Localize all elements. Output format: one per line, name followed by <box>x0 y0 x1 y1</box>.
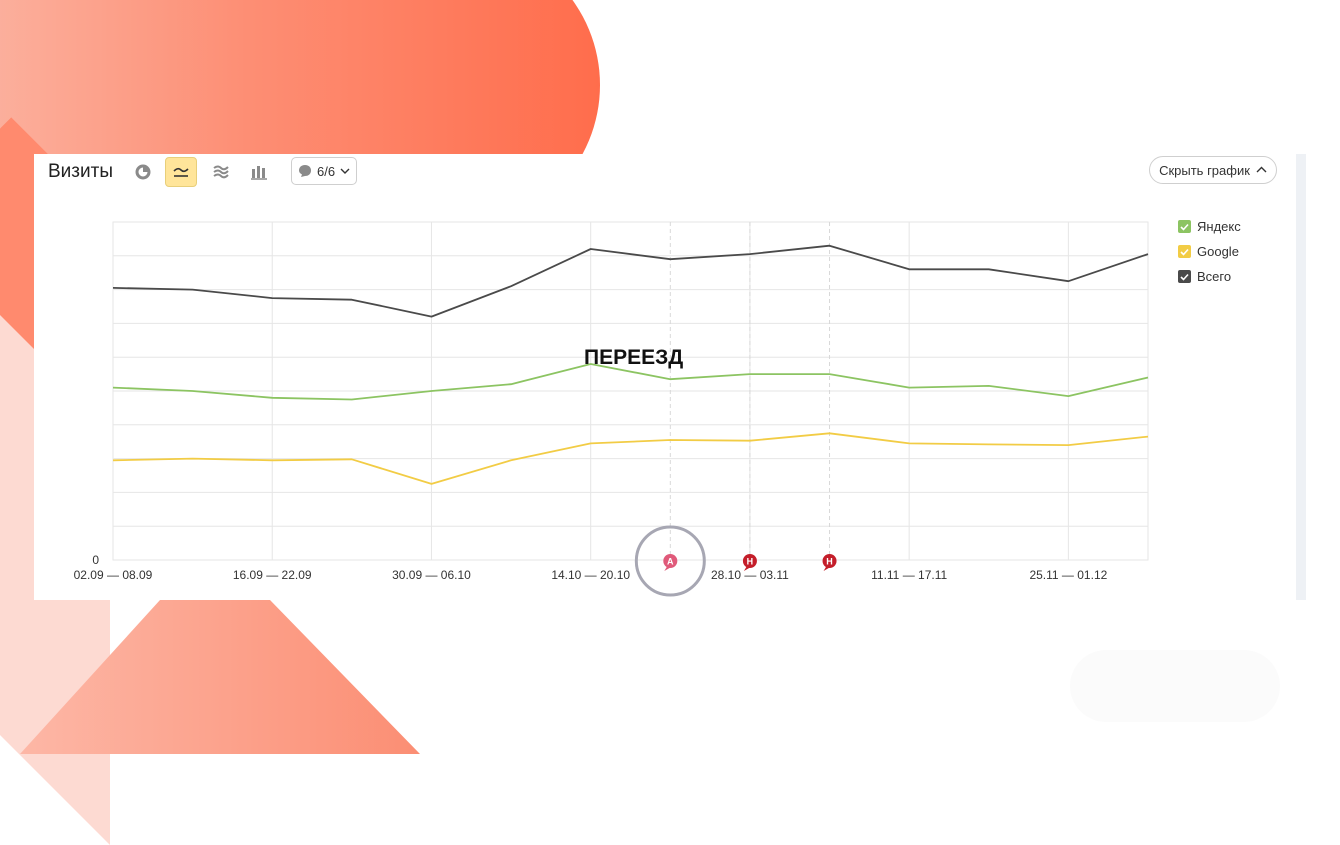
x-tick-label: 14.10 — 20.10 <box>551 568 630 582</box>
legend-label-yandex: Яндекс <box>1197 219 1241 234</box>
data-point <box>191 457 195 461</box>
data-point <box>509 458 513 462</box>
data-point <box>1066 394 1070 398</box>
data-point <box>509 382 513 386</box>
legend-label-total: Всего <box>1197 269 1232 284</box>
data-point <box>111 286 115 290</box>
data-point <box>987 267 991 271</box>
data-point <box>668 257 672 261</box>
data-point <box>987 442 991 446</box>
annotations-counter: 6/6 <box>317 163 336 179</box>
card-scrollbar-track <box>1296 154 1306 600</box>
move-event-marker <box>663 554 678 568</box>
event-marker-letter: Н <box>747 557 754 567</box>
data-point <box>907 386 911 390</box>
data-point <box>1146 252 1150 256</box>
x-tick-label: 30.09 — 06.10 <box>392 568 471 582</box>
data-point <box>1066 443 1070 447</box>
annotations-dropdown[interactable]: 6/6 <box>291 157 357 185</box>
line-chart: 02.09 — 08.09 16.09 — 22.09 30.09 — 06.10 1… <box>74 221 1150 597</box>
data-point <box>111 386 115 390</box>
data-point <box>748 252 752 256</box>
legend-item-yandex[interactable]: Яндекс <box>1178 214 1241 239</box>
data-point <box>589 441 593 445</box>
hide-chart-label: Скрыть график <box>1159 162 1250 178</box>
highlight-ring <box>634 525 706 597</box>
visits-chart-card: Визиты 6/6 <box>34 154 1298 600</box>
data-point <box>270 458 274 462</box>
pie-chart-icon <box>135 164 151 180</box>
event-label: ПЕРЕЕЗД <box>584 346 684 369</box>
chart-title: Визиты <box>48 161 113 182</box>
data-point <box>748 372 752 376</box>
data-point <box>429 482 433 486</box>
bar-chart-icon <box>251 166 267 180</box>
x-tick-label: 11.11 — 17.11 <box>871 568 947 582</box>
note-event-marker <box>742 554 757 568</box>
data-point <box>907 267 911 271</box>
data-point <box>1146 375 1150 379</box>
data-point <box>828 431 832 435</box>
data-point <box>668 377 672 381</box>
y-tick-label: 0 <box>92 553 99 567</box>
x-tick-label: 16.09 — 22.09 <box>233 568 312 582</box>
checkbox-checked-icon[interactable] <box>1178 220 1191 233</box>
event-marker-letter: А <box>667 557 674 567</box>
chart-legend: Яндекс Google Всего <box>1178 214 1241 289</box>
series-line-yandex <box>112 363 1149 401</box>
data-point <box>987 384 991 388</box>
note-event-marker <box>822 554 837 568</box>
x-tick-label: 28.10 — 03.11 <box>711 568 789 582</box>
data-point <box>350 397 354 401</box>
data-point <box>350 457 354 461</box>
pie-chart-mode-button[interactable] <box>127 157 159 187</box>
series-line-google <box>112 432 1149 485</box>
series-line-total <box>112 244 1149 318</box>
legend-item-total[interactable]: Всего <box>1178 264 1241 289</box>
line-chart-mode-button[interactable] <box>165 157 197 187</box>
checkbox-checked-icon[interactable] <box>1178 245 1191 258</box>
data-point <box>191 389 195 393</box>
stacked-area-icon <box>213 165 229 179</box>
data-point <box>270 296 274 300</box>
data-point <box>828 372 832 376</box>
decorative-shape-bottom-right <box>1070 650 1280 722</box>
comment-icon <box>299 165 311 177</box>
data-point <box>429 389 433 393</box>
data-point <box>668 438 672 442</box>
data-point <box>270 396 274 400</box>
data-point <box>1066 279 1070 283</box>
x-tick-label: 02.09 — 08.09 <box>74 568 153 582</box>
chevron-up-icon <box>1256 166 1267 173</box>
data-point <box>509 284 513 288</box>
data-point <box>1146 435 1150 439</box>
data-point <box>350 298 354 302</box>
checkbox-checked-icon[interactable] <box>1178 270 1191 283</box>
legend-item-google[interactable]: Google <box>1178 239 1241 264</box>
x-tick-label: 25.11 — 01.12 <box>1029 568 1107 582</box>
column-chart-mode-button[interactable] <box>243 157 275 187</box>
area-chart-mode-button[interactable] <box>205 157 237 187</box>
data-point <box>429 315 433 319</box>
legend-label-google: Google <box>1197 244 1239 259</box>
data-point <box>589 247 593 251</box>
line-chart-icon <box>173 167 189 177</box>
event-marker-letter: Н <box>826 557 833 567</box>
data-point <box>828 244 832 248</box>
data-point <box>111 458 115 462</box>
hide-chart-button[interactable]: Скрыть график <box>1149 156 1277 184</box>
data-point <box>748 439 752 443</box>
data-point <box>907 441 911 445</box>
data-point <box>191 288 195 292</box>
chevron-down-icon <box>340 168 350 174</box>
